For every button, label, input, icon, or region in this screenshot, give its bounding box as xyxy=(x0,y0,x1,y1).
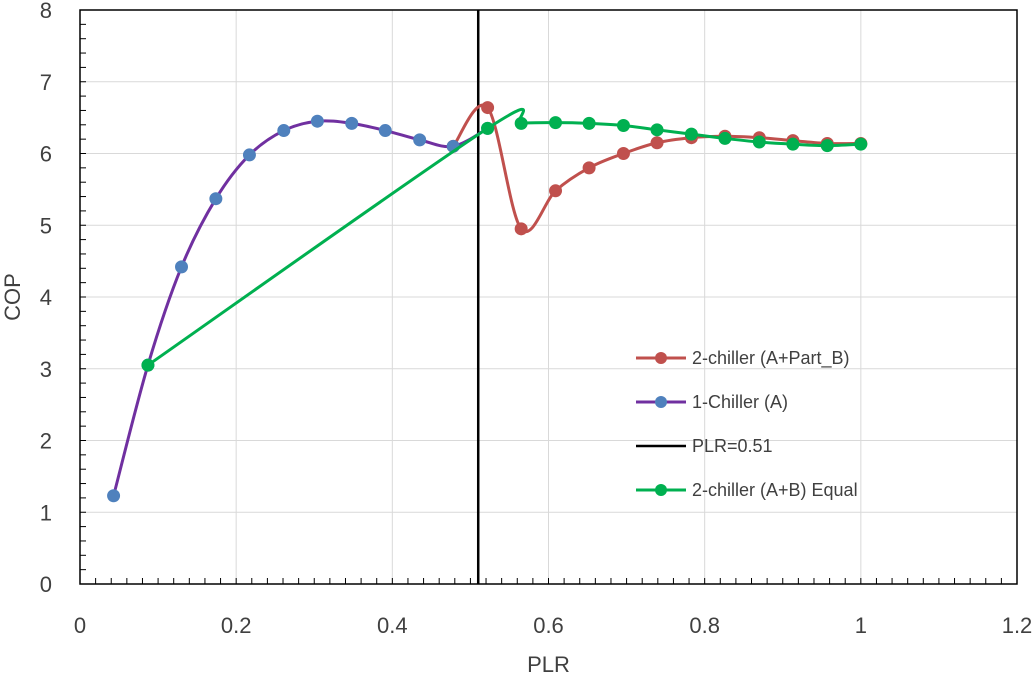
data-point xyxy=(345,116,359,130)
x-tick-label: 0.6 xyxy=(533,613,564,638)
data-point xyxy=(413,133,427,147)
data-point xyxy=(582,161,596,175)
legend-item: 1-Chiller (A) xyxy=(636,392,788,412)
y-tick-label: 7 xyxy=(40,70,52,95)
legend-swatch-marker xyxy=(655,484,667,496)
legend-label: 2-chiller (A+B) Equal xyxy=(692,480,858,500)
data-point xyxy=(242,148,256,162)
x-tick-label: 1.2 xyxy=(1002,613,1033,638)
x-tick-label: 0.2 xyxy=(221,613,252,638)
data-point xyxy=(650,123,664,137)
y-axis-title: COP xyxy=(0,273,25,321)
legend-label: 1-Chiller (A) xyxy=(692,392,788,412)
data-point xyxy=(650,136,664,150)
y-tick-label: 1 xyxy=(40,500,52,525)
y-tick-label: 4 xyxy=(40,285,52,310)
data-point xyxy=(549,116,563,130)
data-point xyxy=(107,489,121,503)
x-axis-title: PLR xyxy=(527,652,570,677)
legend-item: 2-chiller (A+B) Equal xyxy=(636,480,858,500)
y-tick-label: 3 xyxy=(40,357,52,382)
y-tick-label: 0 xyxy=(40,572,52,597)
data-point xyxy=(616,119,630,133)
data-point xyxy=(514,222,528,236)
data-point xyxy=(718,131,732,145)
y-tick-label: 5 xyxy=(40,213,52,238)
legend-swatch-marker xyxy=(655,396,667,408)
series-group xyxy=(107,10,868,584)
data-point xyxy=(481,101,495,115)
data-point xyxy=(175,260,189,274)
legend: 2-chiller (A+Part_B) 1-Chiller (A) PLR=0.5… xyxy=(636,348,858,500)
data-point xyxy=(277,124,291,138)
data-point xyxy=(209,192,223,206)
tick-labels: 0 0.2 0.4 0.6 0.8 1 1.2 0 1 2 3 4 5 6 7 8 xyxy=(40,0,1033,638)
legend-item: 2-chiller (A+Part_B) xyxy=(636,348,850,369)
legend-label: PLR=0.51 xyxy=(692,436,773,456)
data-point xyxy=(752,135,766,149)
legend-item: PLR=0.51 xyxy=(636,436,773,456)
data-point xyxy=(820,139,834,153)
y-tick-label: 2 xyxy=(40,429,52,454)
y-tick-label: 6 xyxy=(40,142,52,167)
data-point xyxy=(786,137,800,151)
series-3 xyxy=(141,107,868,372)
x-tick-label: 0.8 xyxy=(689,613,720,638)
y-tick-label: 8 xyxy=(40,0,52,23)
data-point xyxy=(514,116,528,130)
legend-label: 2-chiller (A+Part_B) xyxy=(692,348,850,369)
data-point xyxy=(481,121,495,135)
data-point xyxy=(141,358,155,372)
data-point xyxy=(549,184,563,198)
data-point xyxy=(616,147,630,160)
data-point xyxy=(378,124,392,138)
data-point xyxy=(854,137,868,151)
x-tick-label: 0 xyxy=(74,613,86,638)
x-tick-label: 0.4 xyxy=(377,613,408,638)
data-point xyxy=(310,114,324,128)
axes xyxy=(79,9,1018,585)
data-point xyxy=(582,116,596,130)
data-point xyxy=(684,127,698,141)
legend-swatch-marker xyxy=(655,352,667,364)
x-tick-label: 1 xyxy=(855,613,867,638)
